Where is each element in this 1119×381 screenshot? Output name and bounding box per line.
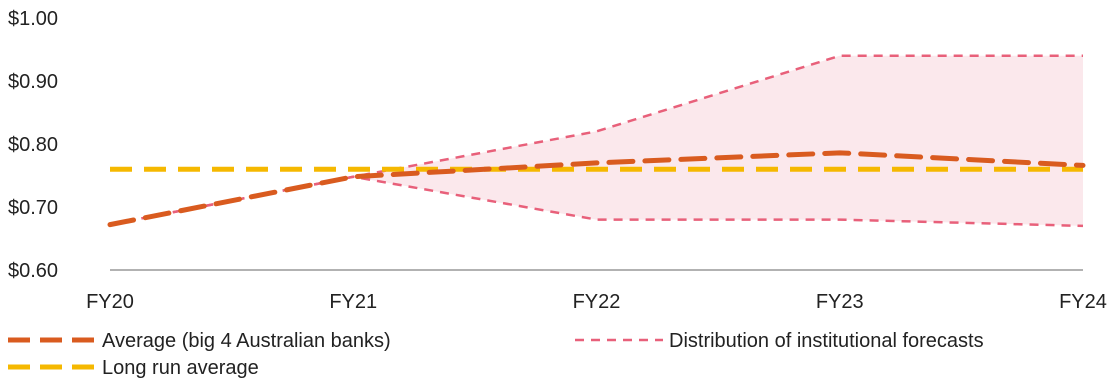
forecast-band-area: [110, 55, 1083, 226]
average-big4-line: [107, 150, 1086, 228]
legend: Average (big 4 Australian banks) Long run…: [8, 330, 984, 379]
y-tick-label: $1.00: [8, 8, 58, 30]
y-tick-label: $0.60: [8, 260, 58, 282]
legend-forecast-distribution-label: Distribution of institutional forecasts: [669, 330, 984, 352]
legend-average-big4-label: Average (big 4 Australian banks): [102, 330, 391, 352]
x-tick-labels: FY20 FY21 FY22 FY23 FY24: [86, 291, 1107, 313]
legend-long-run-average-label: Long run average: [102, 357, 259, 379]
x-tick-label: FY20: [86, 291, 134, 313]
y-tick-label: $0.80: [8, 134, 58, 156]
forecast-band-layer: [110, 55, 1083, 226]
y-tick-label: $0.70: [8, 197, 58, 219]
x-tick-label: FY22: [573, 291, 621, 313]
x-tick-label: FY21: [329, 291, 377, 313]
y-tick-label: $0.90: [8, 71, 58, 93]
x-tick-label: FY23: [816, 291, 864, 313]
series-lines-layer: [107, 54, 1086, 228]
y-tick-labels: $1.00 $0.90 $0.80 $0.70 $0.60: [8, 8, 58, 282]
x-tick-label: FY24: [1059, 291, 1107, 313]
